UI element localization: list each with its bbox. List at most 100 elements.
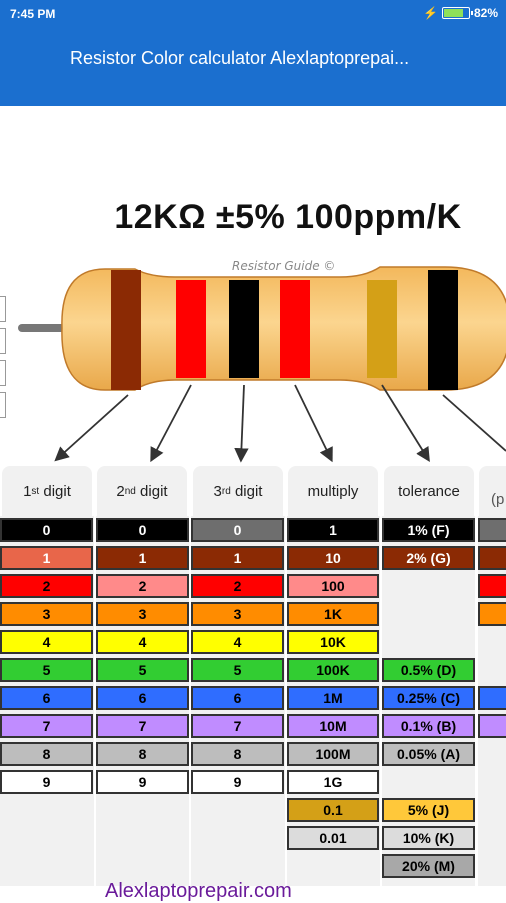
color-cell-blue[interactable]: 6 [0, 686, 93, 710]
color-cell-black[interactable]: 0 [0, 518, 93, 542]
band-2-red [176, 280, 206, 378]
cell-label: 0.05% (A) [396, 746, 461, 762]
cell-label: 8 [233, 746, 242, 762]
color-cell-red[interactable]: 2 [96, 574, 189, 598]
color-cell-brown[interactable]: 10 [287, 546, 379, 570]
status-time: 7:45 PM [10, 7, 56, 21]
band-ppm-black [428, 270, 458, 390]
color-cell-green[interactable]: 100K [287, 658, 379, 682]
color-cell-grey[interactable]: 100M [287, 742, 379, 766]
color-cell-violet[interactable] [478, 714, 506, 738]
color-cell-red[interactable]: 2 [191, 574, 284, 598]
color-cell-brown[interactable] [478, 546, 506, 570]
color-cell-violet[interactable]: 7 [191, 714, 284, 738]
cell-label: 7 [233, 718, 242, 734]
cell-label: 4 [233, 634, 242, 650]
color-cell-blue[interactable]: 1M [287, 686, 379, 710]
color-cell-black[interactable]: 1% (F) [382, 518, 475, 542]
color-cell-blue[interactable] [478, 686, 506, 710]
color-cell-yellow[interactable]: 10K [287, 630, 379, 654]
resistor-diagram: Resistor Guide © [18, 259, 506, 463]
color-cell-silver[interactable]: 0.01 [287, 826, 379, 850]
color-cell-blue[interactable]: 6 [96, 686, 189, 710]
color-cell-green[interactable]: 5 [191, 658, 284, 682]
cell-label: 8 [138, 746, 147, 762]
color-cell-black[interactable]: 1 [287, 518, 379, 542]
color-cell-grey[interactable]: 8 [96, 742, 189, 766]
color-cell-orange[interactable]: 1K [287, 602, 379, 626]
color-cell-brown[interactable]: 1 [96, 546, 189, 570]
cell-label: 0.1 [323, 802, 343, 818]
cell-label: 8 [42, 746, 51, 762]
color-cell-white[interactable]: 9 [96, 770, 189, 794]
cell-label: 4 [138, 634, 147, 650]
battery-percent: 82% [473, 6, 498, 20]
color-cell-orange[interactable] [478, 602, 506, 626]
color-cell-violet[interactable]: 10M [287, 714, 379, 738]
cell-label: 2 [138, 578, 147, 594]
edge-tab[interactable] [0, 392, 6, 418]
color-cell-green[interactable]: 5 [96, 658, 189, 682]
cell-label: 0.01 [319, 830, 347, 846]
color-cell-black[interactable]: 0 [96, 518, 189, 542]
cell-label: 3 [42, 606, 51, 622]
arrow-digit3 [234, 384, 249, 463]
color-cell-green[interactable]: 0.5% (D) [382, 658, 475, 682]
arrow-digit1 [54, 394, 129, 462]
edge-tab[interactable] [0, 328, 6, 354]
color-cell-red[interactable]: 2 [0, 574, 93, 598]
cell-label: 9 [233, 774, 242, 790]
color-cell-grey[interactable]: 8 [0, 742, 93, 766]
color-cell-black[interactable] [478, 518, 506, 542]
cell-label: 100M [315, 746, 351, 762]
color-cell-brown[interactable]: 2% (G) [382, 546, 475, 570]
band-tolerance-gold [367, 280, 397, 378]
color-cell-gold[interactable]: 5% (J) [382, 798, 475, 822]
color-cell-white[interactable]: 9 [0, 770, 93, 794]
color-cell-none[interactable]: 20% (M) [382, 854, 475, 878]
cell-label: 6 [138, 690, 147, 706]
cell-label: 4 [42, 634, 51, 650]
cell-label: 6 [233, 690, 242, 706]
color-cell-white[interactable]: 1G [287, 770, 379, 794]
color-cell-yellow[interactable]: 4 [191, 630, 284, 654]
cell-label: 0.5% (D) [400, 662, 457, 678]
color-cell-silver[interactable]: 10% (K) [382, 826, 475, 850]
color-cell-violet[interactable]: 0.1% (B) [382, 714, 475, 738]
color-cell-yellow[interactable]: 4 [96, 630, 189, 654]
color-cell-red[interactable]: 100 [287, 574, 379, 598]
color-cell-yellow[interactable]: 4 [0, 630, 93, 654]
color-cell-orange[interactable]: 3 [0, 602, 93, 626]
color-cell-grey[interactable]: 8 [191, 742, 284, 766]
color-cell-white[interactable]: 9 [191, 770, 284, 794]
cell-label: 1 [233, 550, 242, 566]
cell-label: 100 [321, 578, 345, 594]
color-cell-red[interactable] [478, 574, 506, 598]
edge-tab[interactable] [0, 360, 6, 386]
color-cell-orange[interactable]: 3 [191, 602, 284, 626]
color-cell-green[interactable]: 5 [0, 658, 93, 682]
color-cell-orange[interactable]: 3 [96, 602, 189, 626]
battery-icon [441, 7, 473, 19]
color-cell-violet[interactable]: 7 [0, 714, 93, 738]
column-header-ppm: (p [479, 466, 506, 516]
color-cell-blue[interactable]: 0.25% (C) [382, 686, 475, 710]
color-cell-violet[interactable]: 7 [96, 714, 189, 738]
color-cell-gold[interactable]: 0.1 [287, 798, 379, 822]
edge-tab[interactable] [0, 296, 6, 322]
app-bar: Resistor Color calculator Alexlaptoprepa… [0, 28, 506, 106]
color-cell-black[interactable]: 0 [191, 518, 284, 542]
cell-label: 20% (M) [402, 858, 455, 874]
color-cell-brown[interactable]: 1 [0, 546, 93, 570]
color-cell-grey[interactable]: 0.05% (A) [382, 742, 475, 766]
cell-label: 6 [42, 690, 51, 706]
footer-link[interactable]: Alexlaptoprepair.com [105, 880, 292, 902]
arrow-digit2 [150, 384, 192, 463]
color-cell-blue[interactable]: 6 [191, 686, 284, 710]
resistor-watermark: Resistor Guide © [232, 259, 335, 273]
color-cell-brown[interactable]: 1 [191, 546, 284, 570]
cell-label: 10M [319, 718, 347, 734]
cell-label: 7 [42, 718, 51, 734]
